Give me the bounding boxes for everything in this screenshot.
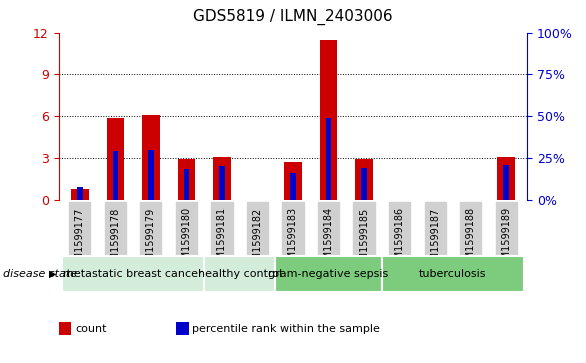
Bar <box>113 151 118 200</box>
Text: ▶: ▶ <box>49 269 56 279</box>
Bar <box>355 159 373 200</box>
Bar <box>184 169 189 200</box>
Bar <box>290 173 296 200</box>
Bar <box>503 165 509 200</box>
Bar <box>319 40 338 200</box>
Bar <box>284 162 302 200</box>
Bar <box>275 256 382 292</box>
Bar <box>107 118 124 200</box>
Text: disease state: disease state <box>3 269 77 279</box>
Text: GDS5819 / ILMN_2403006: GDS5819 / ILMN_2403006 <box>193 9 393 25</box>
Text: gram-negative sepsis: gram-negative sepsis <box>268 269 389 279</box>
Bar <box>77 187 83 200</box>
Bar <box>382 256 524 292</box>
Bar <box>62 256 204 292</box>
Text: metastatic breast cancer: metastatic breast cancer <box>63 269 203 279</box>
Bar <box>148 150 154 200</box>
Bar <box>213 156 231 200</box>
Bar <box>178 159 195 200</box>
Bar <box>204 256 275 292</box>
Bar <box>142 115 160 200</box>
Text: percentile rank within the sample: percentile rank within the sample <box>192 323 380 334</box>
Text: healthy control: healthy control <box>197 269 282 279</box>
Text: count: count <box>75 323 107 334</box>
Bar <box>219 166 224 200</box>
Bar <box>71 188 89 200</box>
Bar <box>497 156 515 200</box>
Bar <box>362 168 367 200</box>
Bar <box>326 118 331 200</box>
Text: tuberculosis: tuberculosis <box>419 269 486 279</box>
